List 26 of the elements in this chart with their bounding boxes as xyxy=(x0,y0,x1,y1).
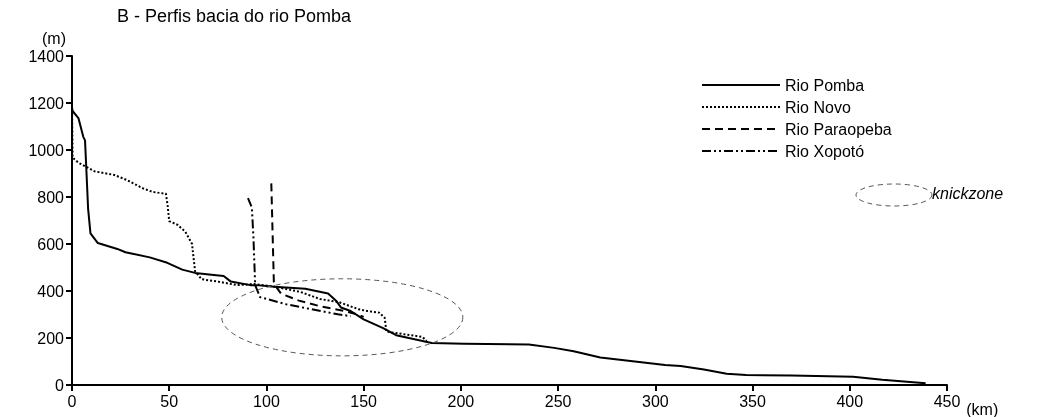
x-tick-label: 150 xyxy=(350,392,378,410)
y-tick-label: 1200 xyxy=(28,94,65,112)
legend-label: Rio Paraopeba xyxy=(785,120,892,138)
x-tick-label: 100 xyxy=(253,392,280,410)
x-tick-label: 50 xyxy=(160,392,179,410)
legend-label: Rio Novo xyxy=(785,98,851,116)
legend-label: Rio Xopotó xyxy=(785,142,865,160)
x-axis-title: (km) xyxy=(966,400,999,417)
x-tick-label: 200 xyxy=(447,392,475,410)
y-tick-label: 1000 xyxy=(28,141,65,159)
y-tick-label: 600 xyxy=(37,235,65,253)
x-tick-label: 250 xyxy=(544,392,572,410)
x-tick-label: 0 xyxy=(67,392,77,410)
x-tick-label: 450 xyxy=(933,392,961,410)
y-tick-label: 1400 xyxy=(28,47,65,65)
y-axis-title: (m) xyxy=(42,29,66,47)
y-tick-label: 0 xyxy=(55,376,65,394)
y-tick-label: 400 xyxy=(37,282,65,300)
x-tick-label: 300 xyxy=(641,392,669,410)
y-tick-label: 800 xyxy=(37,188,65,206)
chart-title: B - Perfis bacia do rio Pomba xyxy=(117,6,353,26)
y-tick-label: 200 xyxy=(37,329,65,347)
legend-label: Rio Pomba xyxy=(785,76,865,94)
x-tick-label: 400 xyxy=(836,392,864,410)
x-tick-label: 350 xyxy=(739,392,766,410)
annotation: knickzone xyxy=(932,185,1004,203)
